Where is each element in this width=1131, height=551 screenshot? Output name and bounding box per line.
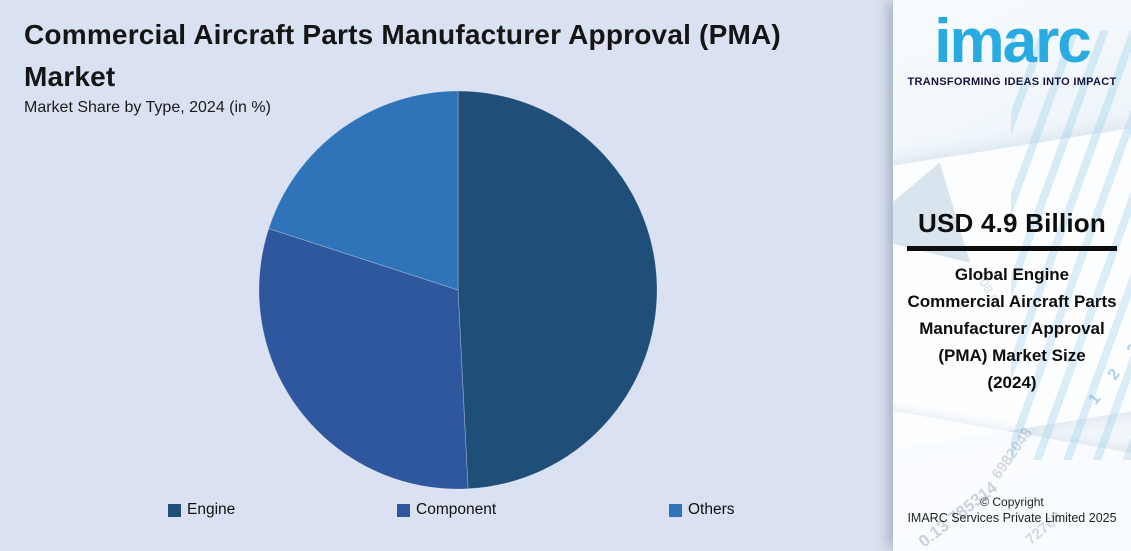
- copyright: © Copyright IMARC Services Private Limit…: [893, 494, 1131, 527]
- brand-panel: 6982048 0.13 785314 72768 1 2 3 4 500.0 …: [893, 0, 1131, 551]
- imarc-logo: imarc TRANSFORMING IDEAS INTO IMPACT: [893, 6, 1131, 88]
- copyright-line2: IMARC Services Private Limited 2025: [907, 511, 1117, 525]
- legend-swatch-others: [669, 503, 682, 517]
- pie-slice-engine: [457, 90, 658, 490]
- pie-chart: [258, 90, 658, 490]
- legend: Engine Component Others: [0, 500, 893, 522]
- pie-slice-others: [268, 90, 459, 291]
- bar-stripes-decoration: [1011, 30, 1131, 460]
- market-size-label: Global Engine Commercial Aircraft Parts …: [907, 261, 1117, 396]
- market-size-text: Global Engine Commercial Aircraft Parts …: [907, 265, 1117, 365]
- pie-slice-component: [258, 228, 469, 490]
- page-title: Commercial Aircraft Parts Manufacturer A…: [24, 19, 781, 92]
- panel-decoration: 6982048 0.13 785314 72768 1 2 3 4 500.0: [893, 0, 1131, 551]
- market-size-year: (2024): [987, 373, 1037, 392]
- panel-content: imarc TRANSFORMING IDEAS INTO IMPACT USD…: [893, 0, 1131, 551]
- chart-section: Commercial Aircraft Parts Manufacturer A…: [0, 19, 893, 522]
- legend-item-engine: Engine: [168, 500, 235, 520]
- market-value: USD 4.9 Billion: [918, 208, 1106, 238]
- legend-label-component: Component: [416, 501, 497, 518]
- copyright-line1: © Copyright: [980, 495, 1044, 509]
- legend-label-others: Others: [688, 501, 735, 518]
- divider-rule: [907, 246, 1117, 251]
- imarc-logo-text: imarc: [934, 7, 1091, 76]
- legend-item-component: Component: [397, 500, 496, 520]
- legend-swatch-engine: [168, 503, 181, 517]
- chart-subtitle: Market Share by Type, 2024 (in %): [24, 99, 271, 116]
- legend-label-engine: Engine: [187, 501, 236, 518]
- imarc-logo-tagline: TRANSFORMING IDEAS INTO IMPACT: [907, 76, 1117, 88]
- legend-swatch-component: [397, 503, 410, 517]
- legend-item-others: Others: [669, 500, 735, 520]
